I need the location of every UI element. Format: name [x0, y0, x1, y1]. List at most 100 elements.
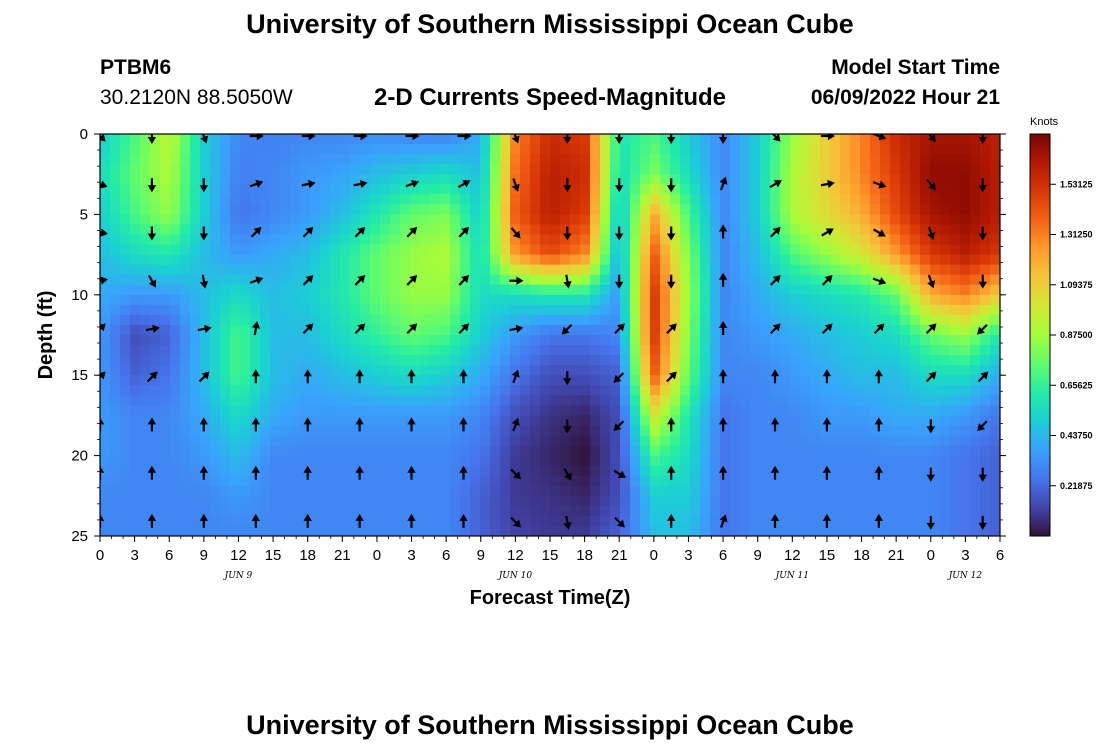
- heatmap-cell: [930, 274, 941, 286]
- heatmap-cell: [160, 455, 171, 467]
- heatmap-cell: [860, 495, 871, 507]
- heatmap-cell: [210, 194, 221, 205]
- heatmap-cell: [120, 425, 131, 437]
- heatmap-cell: [160, 505, 171, 517]
- heatmap-cell: [980, 244, 991, 256]
- heatmap-cell: [330, 154, 341, 165]
- heatmap-cell: [480, 335, 491, 346]
- heatmap-cell: [320, 485, 331, 497]
- heatmap-cell: [740, 495, 751, 507]
- heatmap-cell: [760, 495, 771, 507]
- heatmap-cell: [980, 345, 991, 356]
- heatmap-cell: [150, 134, 161, 145]
- heatmap-cell: [480, 264, 491, 276]
- heatmap-cell: [190, 455, 201, 467]
- heatmap-cell: [690, 505, 701, 517]
- heatmap-cell: [900, 194, 911, 205]
- heatmap-cell: [240, 194, 251, 205]
- heatmap-cell: [480, 445, 491, 457]
- heatmap-cell: [200, 435, 211, 447]
- heatmap-cell: [680, 294, 691, 306]
- heatmap-cell: [150, 284, 161, 296]
- heatmap-cell: [710, 395, 721, 406]
- heatmap-cell: [960, 515, 971, 527]
- heatmap-cell: [800, 244, 811, 256]
- heatmap-cell: [930, 515, 941, 527]
- heatmap-cell: [190, 365, 201, 376]
- heatmap-cell: [220, 425, 231, 437]
- heatmap-cell: [680, 335, 691, 346]
- heatmap-cell: [630, 154, 641, 165]
- heatmap-cell: [410, 284, 421, 296]
- heatmap-cell: [790, 244, 801, 256]
- heatmap-cell: [670, 184, 681, 195]
- heatmap-cell: [250, 314, 261, 326]
- heatmap-cell: [710, 505, 721, 517]
- current-arrow: [459, 417, 468, 432]
- heatmap-cell: [480, 254, 491, 266]
- heatmap-cell: [480, 234, 491, 246]
- heatmap-cell: [880, 304, 891, 316]
- heatmap-cell: [170, 154, 181, 165]
- heatmap-cell: [620, 375, 631, 386]
- heatmap-cell: [250, 144, 261, 155]
- heatmap-cell: [490, 475, 501, 487]
- heatmap-cell: [280, 495, 291, 507]
- heatmap-cell: [490, 284, 501, 296]
- heatmap-cell: [150, 244, 161, 256]
- heatmap-cell: [690, 324, 701, 336]
- heatmap-cell: [300, 234, 311, 246]
- heatmap-cell: [720, 164, 731, 175]
- heatmap-cell: [390, 445, 401, 457]
- heatmap-cell: [860, 335, 871, 346]
- current-arrow: [302, 275, 314, 286]
- heatmap-cell: [110, 174, 121, 185]
- heatmap-cell: [950, 525, 961, 536]
- heatmap-cell: [600, 465, 611, 477]
- heatmap-cell: [820, 425, 831, 437]
- current-arrow: [769, 134, 781, 142]
- current-arrow: [925, 371, 937, 383]
- heatmap-cell: [900, 415, 911, 427]
- heatmap-cell: [990, 515, 1000, 527]
- current-arrow: [457, 134, 472, 141]
- heatmap-cell: [530, 475, 541, 487]
- heatmap-cell: [770, 445, 781, 457]
- heatmap-cell: [260, 345, 271, 356]
- heatmap-cell: [820, 244, 831, 256]
- heatmap-cell: [550, 184, 561, 195]
- heatmap-cell: [860, 214, 871, 226]
- heatmap-cell: [580, 405, 591, 416]
- heatmap-cell: [490, 184, 501, 195]
- heatmap-cell: [130, 304, 141, 316]
- heatmap-cell: [650, 365, 661, 376]
- heatmap-cell: [680, 274, 691, 286]
- heatmap-cell: [350, 244, 361, 256]
- current-arrow: [563, 371, 572, 386]
- heatmap-cell: [220, 335, 231, 346]
- heatmap-cell: [670, 194, 681, 205]
- heatmap-cell: [210, 324, 221, 336]
- heatmap-cell: [530, 505, 541, 517]
- heatmap-cell: [800, 345, 811, 356]
- heatmap-cell: [370, 435, 381, 447]
- heatmap-cell: [270, 375, 281, 386]
- heatmap-cell: [810, 365, 821, 376]
- heatmap-cell: [880, 214, 891, 226]
- heatmap-cell: [330, 505, 341, 517]
- heatmap-cell: [270, 324, 281, 336]
- heatmap-cell: [950, 284, 961, 296]
- heatmap-cell: [970, 224, 981, 236]
- heatmap-cell: [800, 154, 811, 165]
- heatmap-cell: [690, 415, 701, 427]
- heatmap-cell: [360, 465, 371, 477]
- heatmap-cell: [490, 335, 501, 346]
- heatmap-cell: [730, 194, 741, 205]
- heatmap-cell: [440, 485, 451, 497]
- heatmap-cell: [150, 465, 161, 477]
- heatmap-cell: [890, 224, 901, 236]
- heatmap-cell: [840, 264, 851, 276]
- heatmap-cell: [420, 495, 431, 507]
- heatmap-cell: [330, 324, 341, 336]
- heatmap-cell: [620, 304, 631, 316]
